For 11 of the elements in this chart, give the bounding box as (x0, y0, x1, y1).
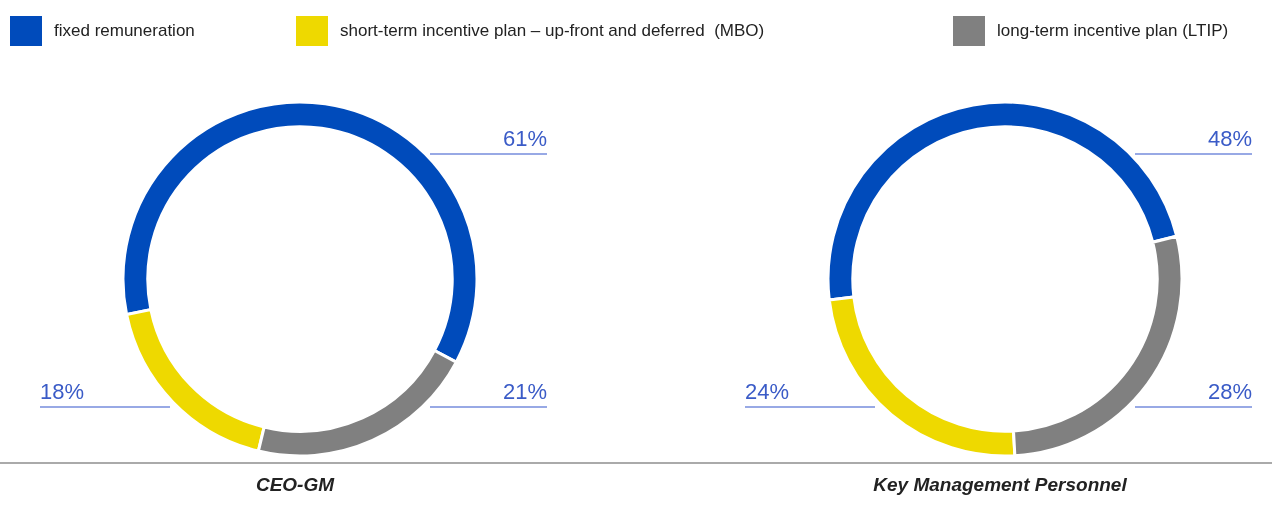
data-label: 21% (502, 379, 547, 404)
legend-label: long-term incentive plan (LTIP) (997, 21, 1229, 41)
data-label: 24% (745, 379, 790, 404)
data-label: 28% (1207, 379, 1252, 404)
text: CEO-GM (254, 474, 336, 496)
legend-label: fixed remuneration (54, 21, 195, 41)
data-label: 18% (40, 379, 85, 404)
legend-label: short-term incentive plan – up-front and deferred (MBO) (340, 21, 765, 41)
data-label: 48% (1207, 126, 1252, 151)
data-label: 61% (502, 126, 547, 151)
text: Key Management Personnel (872, 474, 1128, 496)
